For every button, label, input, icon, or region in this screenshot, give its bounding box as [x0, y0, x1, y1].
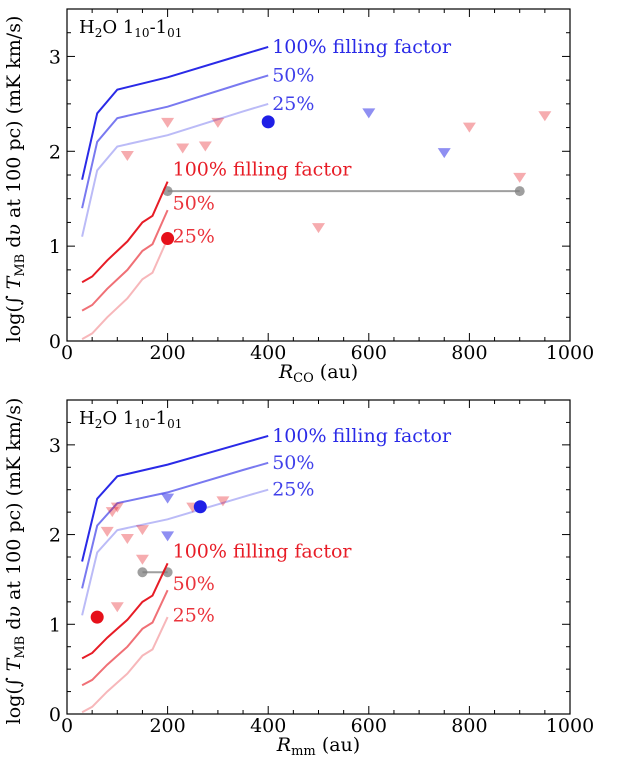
x-tick-label: 600: [351, 342, 387, 364]
panel-title: H2O 110-101: [79, 17, 182, 40]
upper-limit-marker: [120, 151, 134, 162]
series-line-red-3: [81, 181, 169, 284]
y-axis-label: log(∫ TMB dυ at 100 pc) (mK km/s): [3, 16, 28, 343]
series-line-blue-1: [81, 74, 269, 209]
series-line-blue-2: [81, 102, 269, 237]
upper-limit-marker: [110, 502, 124, 513]
upper-limit-marker: [198, 141, 212, 152]
detection-marker-red: [161, 232, 175, 246]
x-tick-label: 0: [61, 342, 73, 364]
series-label: 50%: [173, 573, 215, 595]
upper-limit-marker: [216, 496, 230, 507]
x-tick-label: 0: [61, 715, 73, 737]
x-tick-label: 400: [250, 715, 286, 737]
y-tick-label: 0: [49, 704, 61, 726]
x-tick-label: 1000: [546, 342, 594, 364]
y-axis-label: log(∫ TMB dυ at 100 pc) (mK km/s): [3, 398, 28, 725]
series-line-red-5: [81, 238, 169, 340]
x-tick-label: 800: [451, 715, 487, 737]
series-line-blue-0: [81, 45, 269, 180]
series-line-blue-1: [81, 461, 269, 589]
y-tick-label: 1: [49, 236, 61, 258]
upper-limit-marker: [437, 148, 451, 159]
axis-ticks: [66, 8, 571, 342]
upper-limit-marker: [513, 172, 527, 183]
panel-title: H2O 110-101: [79, 408, 182, 431]
detection-marker-blue: [261, 115, 275, 129]
upper-limit-marker: [110, 602, 124, 613]
upper-limit-marker: [312, 223, 325, 234]
upper-limit-marker: [135, 525, 149, 536]
series-label: 100% filling factor: [272, 425, 452, 447]
series-label: 100% filling factor: [272, 36, 452, 58]
detection-marker-red: [90, 610, 104, 624]
series-label: 50%: [272, 452, 314, 474]
detection-marker-blue: [193, 500, 207, 514]
series-label: 50%: [173, 192, 215, 214]
upper-limit-marker: [100, 526, 114, 537]
series-label: 50%: [272, 64, 314, 86]
x-tick-label: 800: [451, 342, 487, 364]
series-label: 25%: [272, 479, 314, 501]
series-line-red-4: [81, 209, 169, 312]
x-axis-label: Rmm (au): [276, 734, 360, 759]
y-tick-label: 2: [49, 525, 61, 547]
y-tick-label: 0: [49, 331, 61, 353]
series-label: 25%: [272, 93, 314, 115]
gray-range-endpoint: [514, 186, 525, 197]
y-tick-label: 3: [49, 46, 61, 68]
upper-limit-marker: [176, 143, 190, 154]
y-tick-label: 1: [49, 614, 61, 636]
panel-1: 0 200 400 600 800 1000 0 1 2 3 RCO (au) log(∫ TMB d…: [3, 8, 594, 386]
y-tick-label: 2: [49, 141, 61, 163]
x-axis-label: RCO (au): [278, 361, 358, 386]
upper-limit-marker: [161, 493, 175, 504]
panel-2: 0 200 400 600 800 1000 0 1 2 3 Rmm (au) log(∫ TMB d…: [3, 398, 594, 759]
series-line-red-5: [81, 616, 169, 714]
gray-range-endpoint: [137, 567, 148, 578]
upper-limit-marker: [462, 122, 476, 133]
series-line-red-4: [81, 589, 169, 687]
upper-limit-marker: [120, 534, 134, 545]
x-tick-label: 400: [250, 342, 286, 364]
series-label: 100% filling factor: [173, 541, 353, 563]
x-tick-label: 200: [149, 342, 185, 364]
upper-limit-marker: [135, 554, 149, 565]
axis-ticks: [66, 399, 571, 715]
upper-limit-marker: [161, 117, 175, 128]
x-tick-label: 1000: [546, 715, 594, 737]
series-label: 25%: [173, 604, 215, 626]
series-line-blue-0: [81, 434, 269, 562]
series-label: 25%: [173, 226, 215, 248]
series-line-red-3: [81, 562, 169, 660]
x-tick-label: 600: [351, 715, 387, 737]
series-line-blue-2: [81, 488, 269, 616]
series-label: 100% filling factor: [173, 158, 353, 180]
x-tick-label: 200: [149, 715, 185, 737]
upper-limit-marker: [161, 531, 175, 542]
y-tick-label: 3: [49, 435, 61, 457]
upper-limit-marker: [105, 507, 119, 518]
upper-limit-marker: [538, 111, 552, 122]
upper-limit-marker: [362, 108, 376, 119]
upper-limit-marker: [211, 117, 225, 128]
